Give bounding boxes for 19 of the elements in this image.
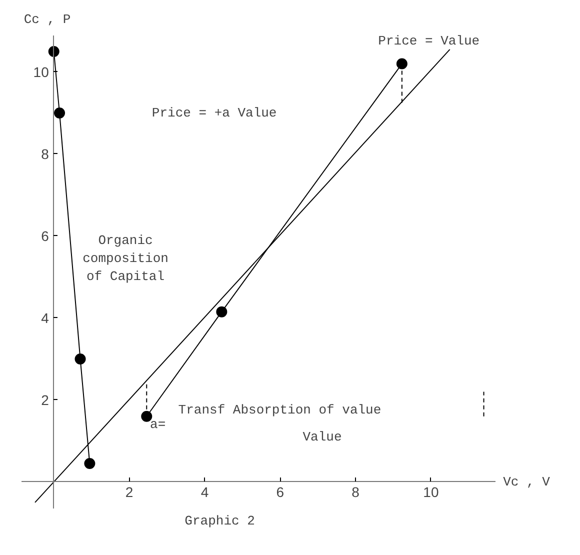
y-tick-label: 4 bbox=[41, 310, 50, 326]
y-axis-title: Cc , P bbox=[24, 12, 71, 28]
x-tick-label: 2 bbox=[125, 484, 134, 500]
y-tick-label: 6 bbox=[41, 228, 50, 244]
annotation: Organic composition of Capital bbox=[82, 233, 168, 284]
text: Graphic 2 bbox=[184, 513, 255, 528]
x-tick-label: 8 bbox=[352, 484, 360, 500]
y-tick-label: 8 bbox=[41, 146, 50, 162]
x-tick-label: 6 bbox=[276, 484, 284, 500]
annotation: Value bbox=[302, 429, 342, 444]
x-tick-label: 10 bbox=[423, 484, 439, 500]
annotation: Price = +a Value bbox=[152, 105, 277, 120]
annotation: a= bbox=[150, 417, 166, 432]
annotation: Transf Absorption of value bbox=[178, 402, 382, 418]
x-axis-title: Vc , V bbox=[503, 474, 550, 490]
annotation: Price = Value bbox=[378, 34, 480, 49]
y-tick-label: 2 bbox=[41, 392, 50, 408]
y-tick-label: 10 bbox=[33, 64, 50, 80]
x-tick-label: 4 bbox=[200, 484, 209, 500]
